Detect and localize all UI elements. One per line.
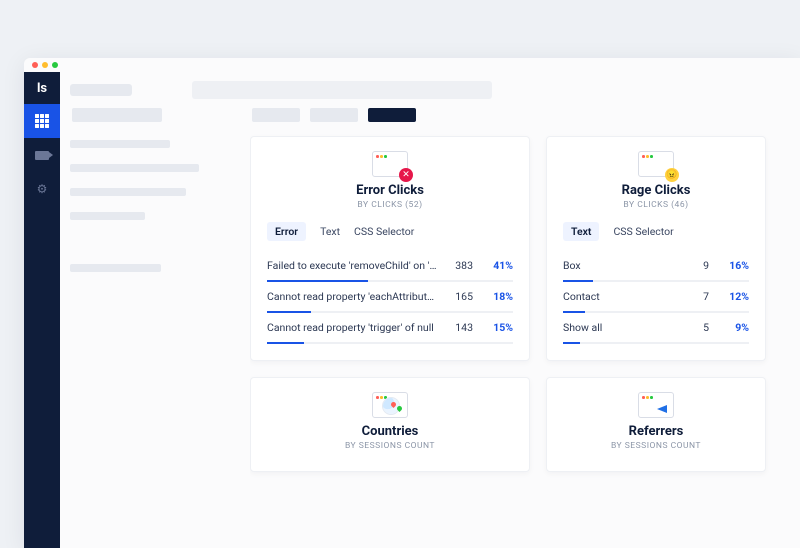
item-count: 7 bbox=[681, 290, 709, 303]
item-pct: 9% bbox=[717, 321, 749, 334]
countries-card: Countries BY SESSIONS COUNT bbox=[250, 377, 530, 472]
list-item[interactable]: Box 9 16% bbox=[563, 251, 749, 282]
card-subtitle: BY SESSIONS COUNT bbox=[267, 441, 513, 451]
error-chips: Error Text CSS Selector bbox=[267, 222, 513, 241]
rage-chips: Text CSS Selector bbox=[563, 222, 749, 241]
window-title-bar bbox=[24, 58, 800, 72]
tabs-row bbox=[70, 108, 236, 122]
list-item[interactable]: Cannot read property 'trigger' of null 1… bbox=[267, 313, 513, 344]
top-bar bbox=[60, 72, 800, 108]
left-column bbox=[70, 108, 250, 548]
item-count: 5 bbox=[681, 321, 709, 334]
chip-error[interactable]: Error bbox=[267, 222, 306, 241]
tab-placeholder[interactable] bbox=[72, 108, 162, 122]
item-pct: 16% bbox=[717, 259, 749, 272]
gear-icon: ⚙ bbox=[37, 183, 48, 195]
item-label: Show all bbox=[563, 321, 673, 334]
error-window-icon: ✕ bbox=[372, 151, 408, 177]
nav-line[interactable] bbox=[70, 264, 161, 272]
item-label: Cannot read property 'eachAttribute' of … bbox=[267, 290, 437, 303]
app-window: ls ⚙ bbox=[24, 58, 800, 548]
card-title: Rage Clicks bbox=[563, 183, 749, 198]
list-item[interactable]: Show all 5 9% bbox=[563, 313, 749, 344]
rage-badge-icon: 😠 bbox=[665, 168, 679, 182]
window-minimize-dot[interactable] bbox=[42, 62, 48, 68]
item-label: Box bbox=[563, 259, 673, 272]
nav-line[interactable] bbox=[70, 188, 186, 196]
card-subtitle: BY SESSIONS COUNT bbox=[563, 441, 749, 451]
item-count: 143 bbox=[445, 321, 473, 334]
card-subtitle: BY CLICKS (46) bbox=[563, 200, 749, 210]
item-bar bbox=[563, 342, 580, 344]
window-close-dot[interactable] bbox=[32, 62, 38, 68]
item-label: Contact bbox=[563, 290, 673, 303]
search-input[interactable] bbox=[192, 81, 492, 99]
card-title: Referrers bbox=[563, 424, 749, 439]
item-label: Failed to execute 'removeChild' on 'Node… bbox=[267, 259, 437, 272]
rail-settings[interactable]: ⚙ bbox=[24, 172, 60, 206]
item-pct: 12% bbox=[717, 290, 749, 303]
list-item[interactable]: Contact 7 12% bbox=[563, 282, 749, 313]
countries-window-icon bbox=[372, 392, 408, 418]
item-pct: 18% bbox=[481, 290, 513, 303]
chip-css[interactable]: CSS Selector bbox=[354, 225, 414, 238]
chip-css[interactable]: CSS Selector bbox=[613, 225, 673, 238]
nav-line[interactable] bbox=[70, 140, 170, 148]
content-tab[interactable] bbox=[310, 108, 358, 122]
item-pct: 41% bbox=[481, 259, 513, 272]
list-item[interactable]: Failed to execute 'removeChild' on 'Node… bbox=[267, 251, 513, 282]
card-title: Error Clicks bbox=[267, 183, 513, 198]
nav-line[interactable] bbox=[70, 164, 199, 172]
referrers-window-icon bbox=[638, 392, 674, 418]
item-pct: 15% bbox=[481, 321, 513, 334]
error-badge-icon: ✕ bbox=[399, 168, 413, 182]
item-bar bbox=[267, 342, 304, 344]
item-label: Cannot read property 'trigger' of null bbox=[267, 321, 437, 334]
rage-window-icon: 😠 bbox=[638, 151, 674, 177]
main-column: ✕ Error Clicks BY CLICKS (52) Error Text… bbox=[60, 72, 800, 548]
content-tab[interactable] bbox=[252, 108, 300, 122]
list-item[interactable]: Cannot read property 'eachAttribute' of … bbox=[267, 282, 513, 313]
grid-icon bbox=[35, 114, 49, 128]
rail-dashboard[interactable] bbox=[24, 104, 60, 138]
item-count: 9 bbox=[681, 259, 709, 272]
rail-recordings[interactable] bbox=[24, 138, 60, 172]
cards-column: ✕ Error Clicks BY CLICKS (52) Error Text… bbox=[250, 108, 790, 548]
chip-text[interactable]: Text bbox=[563, 222, 599, 241]
chip-text[interactable]: Text bbox=[320, 225, 340, 238]
brand-placeholder bbox=[70, 84, 132, 96]
rage-clicks-card: 😠 Rage Clicks BY CLICKS (46) Text CSS Se… bbox=[546, 136, 766, 361]
logo[interactable]: ls bbox=[24, 72, 60, 104]
window-zoom-dot[interactable] bbox=[52, 62, 58, 68]
nav-line[interactable] bbox=[70, 212, 145, 220]
item-count: 165 bbox=[445, 290, 473, 303]
sidebar-nav-placeholders bbox=[70, 140, 236, 272]
item-count: 383 bbox=[445, 259, 473, 272]
side-rail: ls ⚙ bbox=[24, 72, 60, 548]
back-arrow-icon bbox=[657, 405, 667, 413]
error-clicks-card: ✕ Error Clicks BY CLICKS (52) Error Text… bbox=[250, 136, 530, 361]
card-subtitle: BY CLICKS (52) bbox=[267, 200, 513, 210]
card-title: Countries bbox=[267, 424, 513, 439]
referrers-card: Referrers BY SESSIONS COUNT bbox=[546, 377, 766, 472]
content-tabs bbox=[250, 108, 790, 122]
cards-grid: ✕ Error Clicks BY CLICKS (52) Error Text… bbox=[250, 136, 790, 472]
content-tab-active[interactable] bbox=[368, 108, 416, 122]
camera-icon bbox=[35, 151, 49, 160]
